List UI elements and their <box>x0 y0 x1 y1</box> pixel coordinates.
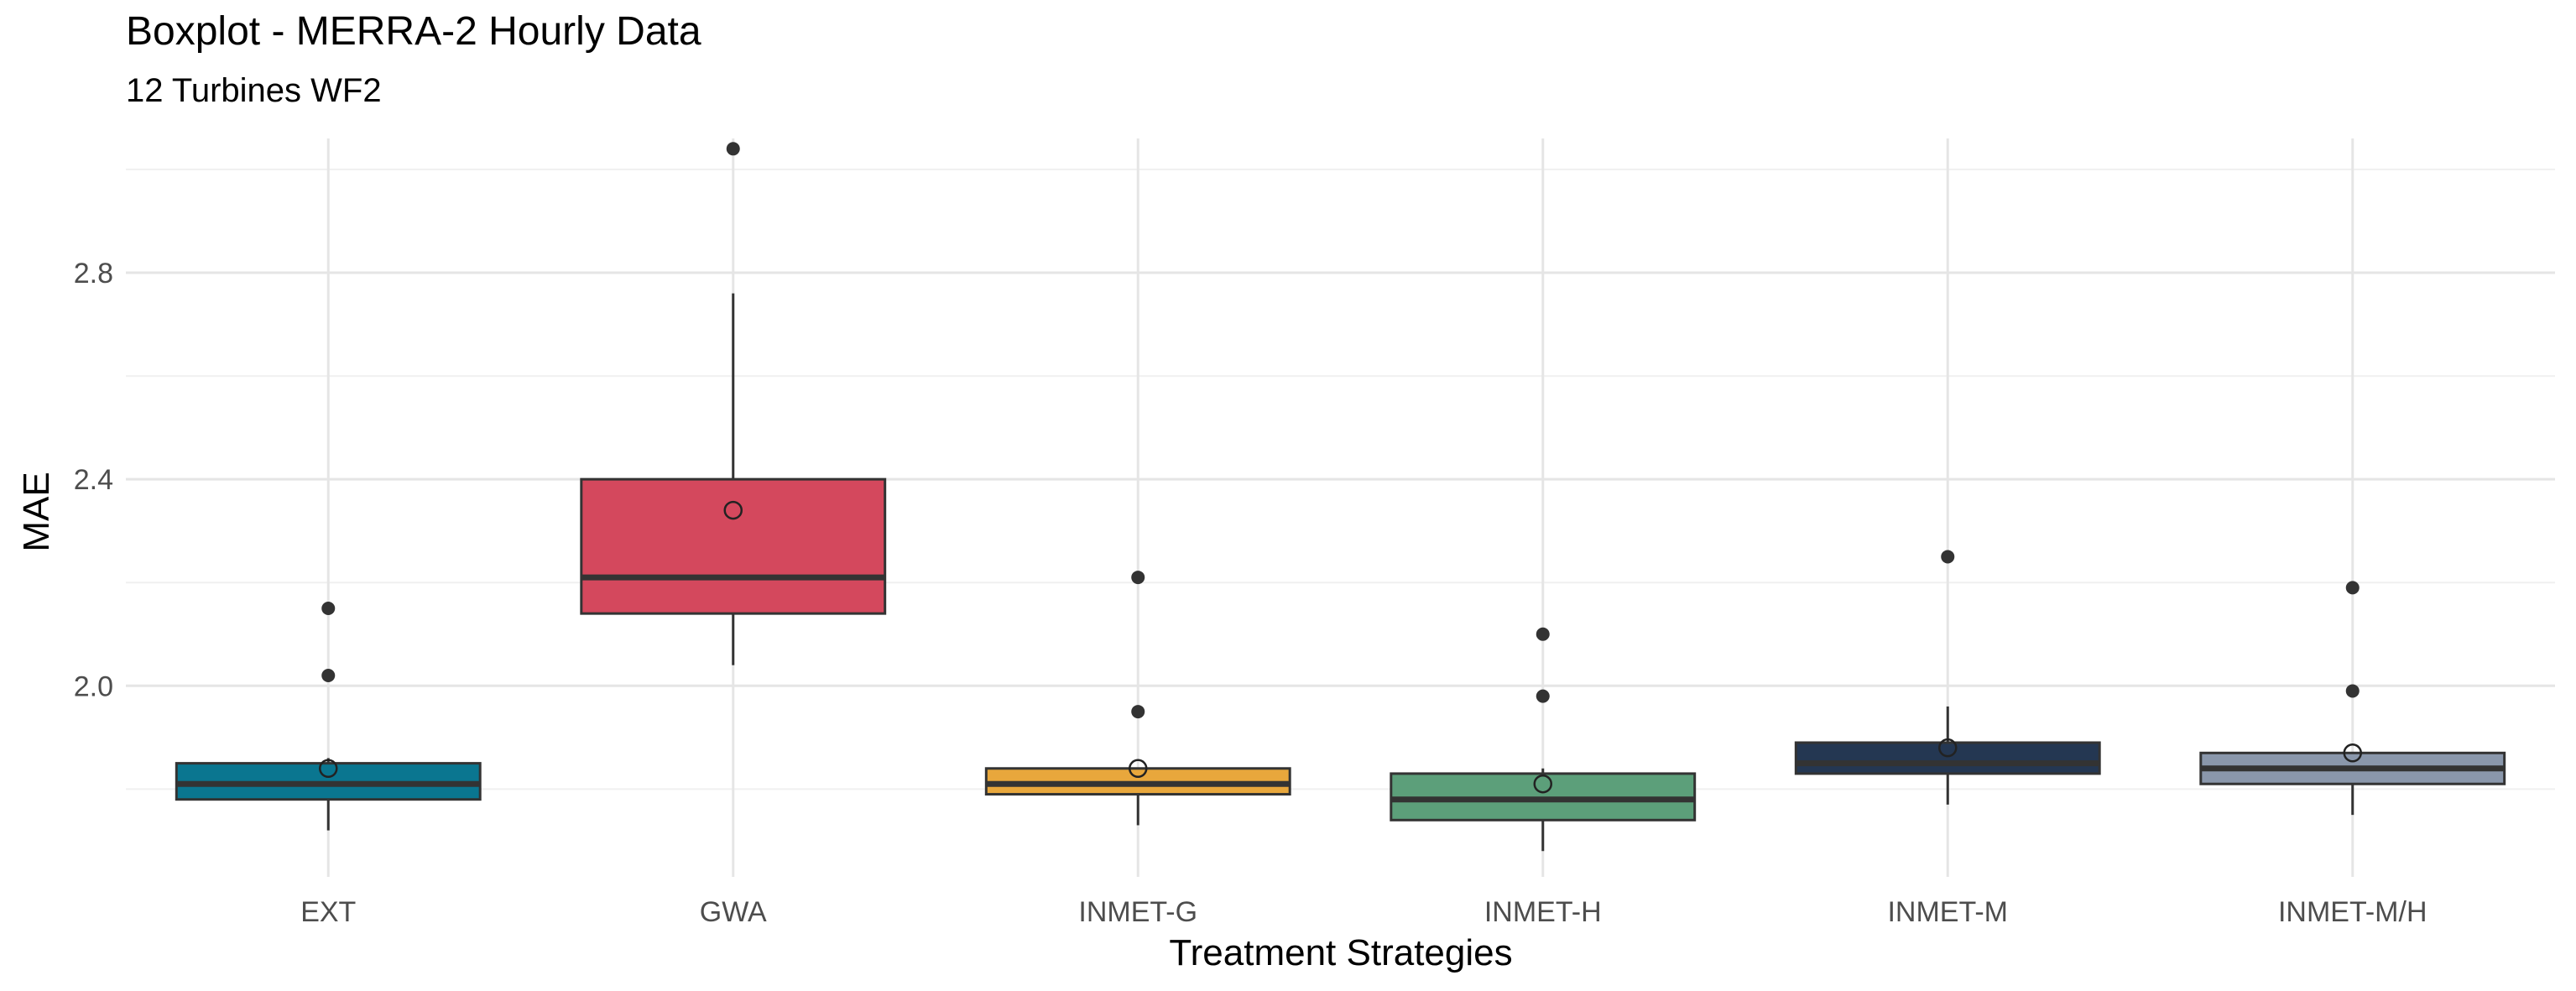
box-inmet-m-h <box>2199 581 2506 816</box>
box-inmet-g <box>984 571 1291 826</box>
mean-marker <box>1129 759 1148 779</box>
outlier-point <box>321 669 336 682</box>
mean-marker <box>319 759 338 779</box>
outlier-point <box>2345 684 2360 698</box>
box-ext <box>175 602 482 831</box>
y-tick-labels: 2.0 2.4 2.8 <box>74 258 113 702</box>
boxes-layer <box>175 142 2506 852</box>
mean-marker <box>2343 743 2362 763</box>
chart-subtitle: 12 Turbines WF2 <box>126 72 382 109</box>
box-rect <box>1794 741 2101 775</box>
outlier-point <box>2345 581 2360 595</box>
x-tick-labels: EXT GWA INMET-G INMET-H INMET-M INMET-M/H <box>300 896 2427 928</box>
y-tick-label: 2.4 <box>74 464 113 496</box>
outlier-point <box>726 142 740 156</box>
x-tick-label: EXT <box>300 896 356 928</box>
y-tick-label: 2.8 <box>74 258 113 289</box>
outlier-point <box>1536 627 1550 641</box>
box-inmet-h <box>1390 627 1697 852</box>
mean-marker <box>723 500 743 520</box>
x-tick-label: INMET-M/H <box>2278 896 2427 928</box>
grid-lines <box>126 138 2555 877</box>
y-axis-label: MAE <box>16 472 57 551</box>
box-rect <box>580 477 887 615</box>
outlier-point <box>1536 689 1550 703</box>
box-inmet-m <box>1794 550 2101 805</box>
x-tick-label: GWA <box>700 896 767 928</box>
x-tick-label: INMET-H <box>1484 896 1602 928</box>
x-axis-label: Treatment Strategies <box>1169 932 1512 973</box>
box-gwa <box>580 142 887 665</box>
outlier-point <box>1131 571 1145 585</box>
x-tick-label: INMET-G <box>1078 896 1197 928</box>
y-tick-label: 2.0 <box>74 670 113 702</box>
mean-marker <box>1938 738 1958 758</box>
chart-title: Boxplot - MERRA-2 Hourly Data <box>126 9 701 54</box>
outlier-point <box>1941 550 1955 564</box>
mean-marker <box>1533 774 1552 794</box>
outlier-point <box>321 602 336 615</box>
outlier-point <box>1131 705 1145 719</box>
x-tick-label: INMET-M <box>1887 896 2008 928</box>
